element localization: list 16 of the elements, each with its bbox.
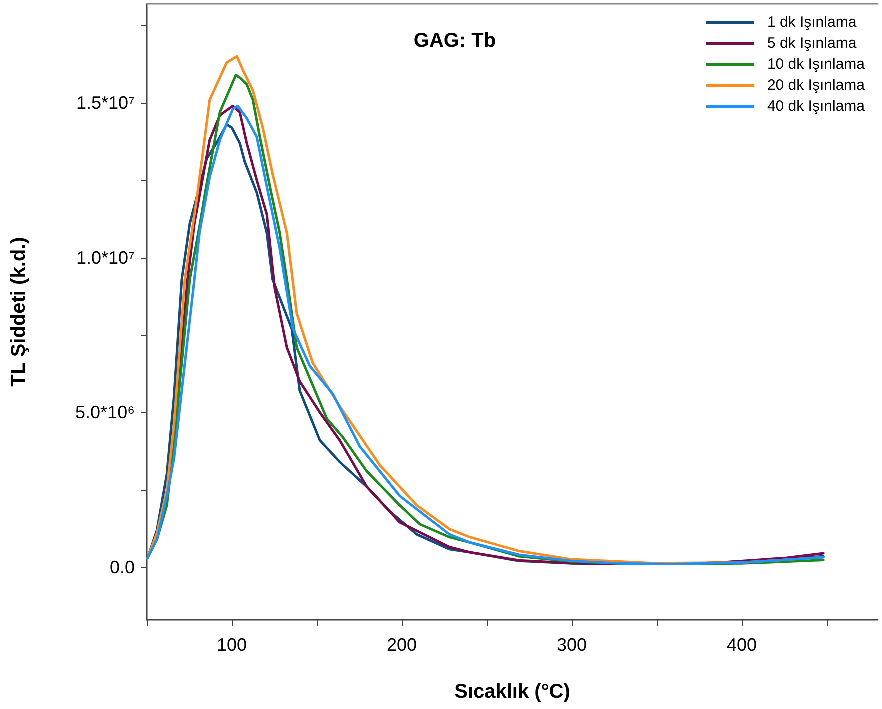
x-tick-label: 400 [726, 635, 758, 655]
y-tick-label: 1.0*10⁷ [76, 248, 135, 268]
legend-label: 1 dk Işınlama [767, 14, 858, 31]
y-tick-label: 1.5*10⁷ [76, 93, 135, 114]
x-tick-label: 200 [386, 635, 418, 655]
x-tick-label: 300 [556, 635, 588, 655]
legend-label: 40 dk Işınlama [767, 98, 866, 115]
y-tick-label: 0.0 [110, 557, 135, 578]
y-axis-title: TL Şiddeti (k.d.) [8, 237, 30, 387]
y-tick-label: 5.0*10⁶ [76, 402, 135, 423]
x-axis-title: Sıcaklık (°C) [454, 681, 570, 703]
legend-label: 20 dk Işınlama [767, 77, 866, 94]
legend-label: 5 dk Işınlama [767, 35, 858, 52]
legend-label: 10 dk Işınlama [767, 56, 866, 73]
x-tick-label: 100 [216, 635, 248, 655]
text: GAG: Tb [414, 30, 496, 52]
